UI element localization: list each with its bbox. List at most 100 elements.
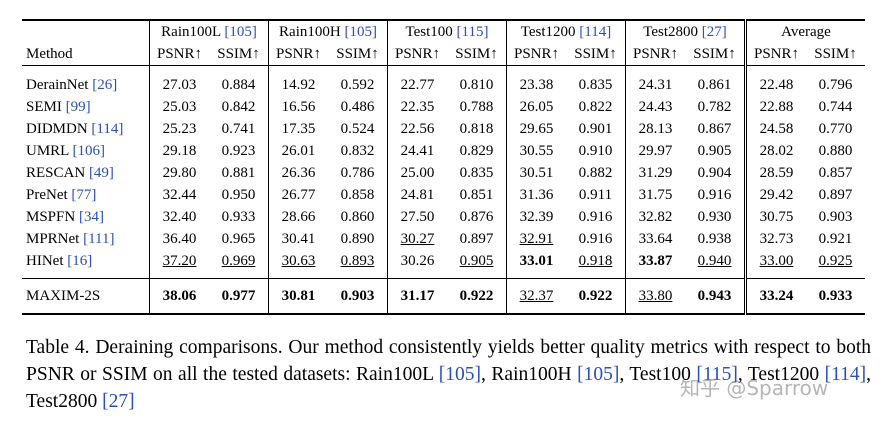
value: 0.903: [818, 208, 853, 225]
value-cell: 0.884: [209, 66, 269, 97]
value-cell: 28.66: [268, 206, 328, 228]
value: 32.82: [638, 208, 673, 225]
value: 0.897: [459, 230, 494, 247]
metric-header: SSIM↑: [328, 43, 388, 66]
method-cell: RESCAN [49]: [22, 162, 150, 184]
value: 0.903: [340, 287, 375, 304]
value-cell: 0.901: [566, 118, 626, 140]
citation: [105]: [577, 364, 620, 385]
value: 14.92: [281, 76, 316, 93]
value: 0.943: [697, 287, 732, 304]
value: 0.904: [697, 164, 732, 181]
value: 0.857: [818, 164, 853, 181]
value: 32.39: [519, 208, 554, 225]
value: 31.75: [638, 186, 673, 203]
value: 0.524: [340, 120, 375, 137]
value: 30.55: [519, 142, 554, 159]
value: 30.51: [519, 164, 554, 181]
value-cell: 0.861: [685, 66, 746, 97]
value-cell: 0.818: [447, 118, 507, 140]
value: 0.918: [578, 252, 613, 269]
value-cell: 0.897: [806, 184, 865, 206]
method-name: MAXIM-2S: [26, 287, 101, 304]
value: 27.50: [400, 208, 435, 225]
citation: [114]: [824, 364, 867, 385]
value: 0.922: [578, 287, 613, 304]
value-cell: 0.860: [328, 206, 388, 228]
value: 0.922: [459, 287, 494, 304]
dataset-header: Rain100L [105]: [149, 20, 269, 43]
value: 0.923: [221, 142, 256, 159]
value-cell: 32.40: [149, 206, 209, 228]
value: 0.916: [697, 186, 732, 203]
value: 31.29: [638, 164, 673, 181]
method-name: DIDMDN: [26, 120, 88, 137]
value-cell: 16.56: [268, 96, 328, 118]
value-cell: 0.810: [447, 66, 507, 97]
value-cell: 37.20: [149, 250, 209, 279]
value: 28.02: [759, 142, 794, 159]
value: 0.890: [340, 230, 375, 247]
value-cell: 0.867: [685, 118, 746, 140]
value: 27.03: [162, 76, 197, 93]
value-cell: 0.977: [209, 278, 269, 314]
value-cell: 0.923: [209, 140, 269, 162]
citation: [105]: [344, 23, 377, 40]
citation: [115]: [456, 23, 489, 40]
value-cell: 0.822: [566, 96, 626, 118]
value: 0.810: [459, 76, 494, 93]
value: 0.901: [578, 120, 613, 137]
value-cell: 31.75: [625, 184, 685, 206]
value-cell: 32.39: [506, 206, 566, 228]
table-row: MAXIM-2S 38.06 0.977 30.81 0.903 31.17 0.922 32…: [22, 278, 865, 314]
value-cell: 0.916: [685, 184, 746, 206]
value: 0.880: [818, 142, 853, 159]
value-cell: 38.06: [149, 278, 209, 314]
value: 24.41: [400, 142, 435, 159]
value: 0.867: [697, 120, 732, 137]
value-cell: 29.65: [506, 118, 566, 140]
value-cell: 30.75: [744, 206, 806, 228]
value-cell: 0.893: [328, 250, 388, 279]
header-row: Method PSNR↑ SSIM↑ PSNR↑ SSIM↑ PSNR↑ SSIM↑ PSNR…: [22, 43, 865, 66]
value-cell: 0.969: [209, 250, 269, 279]
method-name: MSPFN: [26, 208, 76, 225]
value-cell: 30.26: [387, 250, 447, 279]
value-cell: 23.38: [506, 65, 566, 96]
value-cell: 28.59: [744, 162, 806, 184]
value: 32.91: [519, 230, 554, 247]
value: 29.97: [638, 142, 673, 159]
caption-text: , Rain100H: [481, 364, 578, 385]
dataset-header: Rain100H [105]: [268, 20, 388, 43]
value: 24.58: [759, 120, 794, 137]
value-cell: 0.880: [806, 140, 865, 162]
value: 0.897: [818, 186, 853, 203]
value-cell: 0.857: [806, 162, 865, 184]
dataset-name: Rain100H: [279, 23, 341, 40]
value-cell: 0.835: [447, 162, 507, 184]
value-cell: 0.524: [328, 118, 388, 140]
dataset-name: Test1200: [520, 23, 576, 40]
value: 0.818: [459, 120, 494, 137]
value: 26.77: [281, 186, 316, 203]
value-cell: 0.592: [328, 66, 388, 97]
value: 0.933: [818, 287, 853, 304]
value-cell: 0.916: [566, 206, 626, 228]
value: 25.23: [162, 120, 197, 137]
value: 0.977: [221, 287, 256, 304]
citation: [114]: [91, 120, 124, 137]
method-cell: DerainNet [26]: [22, 66, 150, 97]
value-cell: 33.00: [744, 250, 806, 279]
dataset-header: Test100 [115]: [387, 20, 507, 43]
method-cell: MAXIM-2S: [22, 278, 150, 314]
value: 33.80: [638, 287, 673, 304]
value-cell: 0.890: [328, 228, 388, 250]
value-cell: 31.29: [625, 162, 685, 184]
caption-text: , Test1200: [737, 364, 825, 385]
value: 0.876: [459, 208, 494, 225]
value: 26.01: [281, 142, 316, 159]
header-row: Rain100L [105] Rain100H [105] Test100 [115…: [22, 20, 865, 43]
value: 0.829: [459, 142, 494, 159]
value-cell: 0.788: [447, 96, 507, 118]
method-header: Method: [22, 43, 150, 66]
